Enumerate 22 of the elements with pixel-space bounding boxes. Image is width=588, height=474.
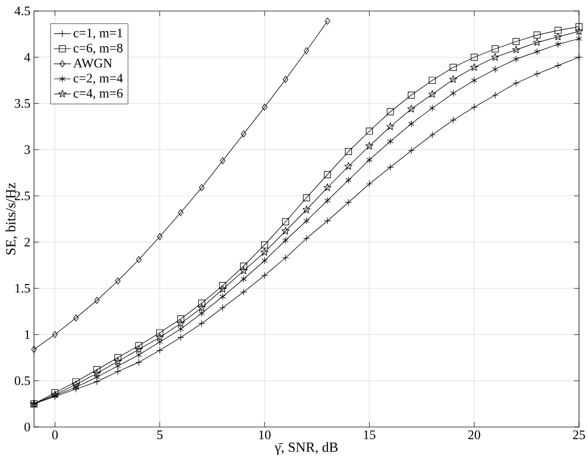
y-tick-label: 2.5 xyxy=(14,192,30,200)
legend-label: c=2, m=4 xyxy=(74,74,123,84)
y-tick-label: 4.5 xyxy=(14,6,30,16)
x-tick-label: 5 xyxy=(157,430,162,440)
y-tick-label: 0.5 xyxy=(14,376,30,386)
x-tick-label: 20 xyxy=(468,430,480,440)
legend-label: c=6, m=8 xyxy=(74,44,123,54)
y-tick-label: 1.5 xyxy=(15,284,30,293)
x-tick-label: 25 xyxy=(573,430,585,440)
x-tick-label: 15 xyxy=(364,430,376,440)
y-tick-label: 4 xyxy=(24,52,30,62)
legend-label: c=4, m=6 xyxy=(74,88,123,100)
legend-label: c=1, m=1 xyxy=(74,28,122,40)
y-tick-label: 3 xyxy=(24,145,30,154)
y-tick-label: 0 xyxy=(24,422,30,432)
y-tick-label: 3.5 xyxy=(14,99,30,108)
x-tick-label: 0 xyxy=(52,430,58,440)
x-axis-title: γ̄, SNR, dB xyxy=(274,442,338,455)
x-tick-label: 10 xyxy=(259,430,271,440)
y-tick-label: 2 xyxy=(24,238,30,246)
y-tick-label: 1 xyxy=(25,330,30,339)
legend-label: AWGN xyxy=(73,58,112,68)
